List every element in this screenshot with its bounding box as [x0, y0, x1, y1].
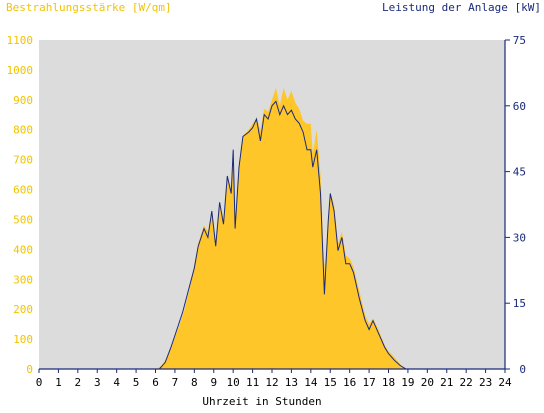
- left-tick-label: 100: [13, 333, 33, 346]
- x-tick-label: 10: [227, 376, 240, 389]
- left-tick-label: 400: [13, 243, 33, 256]
- left-tick-label: 0: [26, 363, 33, 376]
- x-tick-label: 11: [246, 376, 259, 389]
- x-axis-title: Uhrzeit in Stunden: [202, 395, 321, 408]
- x-tick-label: 8: [191, 376, 198, 389]
- left-tick-label: 200: [13, 303, 33, 316]
- x-tick-label: 22: [460, 376, 473, 389]
- left-tick-label: 900: [13, 94, 33, 107]
- x-tick-label: 17: [362, 376, 375, 389]
- x-tick-label: 12: [265, 376, 278, 389]
- x-tick-label: 20: [421, 376, 434, 389]
- irradiance-area: [39, 87, 505, 370]
- right-tick-label: 0: [519, 363, 526, 376]
- right-axis-ticks: 0 15 30 45 60 75: [505, 34, 526, 376]
- x-tick-label: 16: [343, 376, 356, 389]
- x-tick-label: 4: [113, 376, 120, 389]
- x-tick-label: 6: [152, 376, 159, 389]
- left-tick-label: 800: [13, 124, 33, 137]
- left-tick-label: 1100: [7, 34, 34, 47]
- x-axis-ticks: 0 1 2 3 4 5 6 7 8 9 10 11 12 13 14 15 16 17 18 19 20 21 22 23 24: [36, 369, 512, 389]
- x-tick-label: 13: [285, 376, 298, 389]
- left-tick-label: 600: [13, 184, 33, 197]
- x-tick-label: 3: [94, 376, 101, 389]
- left-tick-label: 1000: [7, 64, 34, 77]
- x-tick-label: 9: [210, 376, 217, 389]
- x-tick-label: 15: [324, 376, 337, 389]
- irradiance-area-layer: [39, 87, 505, 370]
- right-tick-label: 45: [513, 166, 526, 179]
- left-tick-label: 300: [13, 273, 33, 286]
- power-line-layer: [39, 100, 505, 370]
- left-tick-label: 700: [13, 154, 33, 167]
- x-tick-label: 24: [498, 376, 512, 389]
- x-tick-label: 5: [133, 376, 140, 389]
- left-tick-label: 500: [13, 213, 33, 226]
- right-tick-label: 75: [513, 34, 526, 47]
- x-tick-label: 2: [75, 376, 82, 389]
- x-tick-label: 19: [401, 376, 414, 389]
- right-tick-label: 30: [513, 231, 526, 244]
- x-tick-label: 1: [55, 376, 62, 389]
- x-tick-label: 18: [382, 376, 395, 389]
- x-tick-label: 0: [36, 376, 43, 389]
- power-line: [39, 100, 505, 370]
- x-tick-label: 23: [479, 376, 492, 389]
- left-axis-ticks: 0 100 200 300 400 500 600 700 800 900 1000 1100: [7, 34, 34, 376]
- right-tick-label: 60: [513, 100, 526, 113]
- x-tick-label: 14: [304, 376, 318, 389]
- right-axis-title: Leistung der Anlage [kW]: [382, 1, 541, 14]
- x-tick-label: 7: [172, 376, 179, 389]
- right-tick-label: 15: [513, 297, 526, 310]
- left-axis-title: Bestrahlungsstärke [W/qm]: [6, 1, 172, 14]
- x-tick-label: 21: [440, 376, 453, 389]
